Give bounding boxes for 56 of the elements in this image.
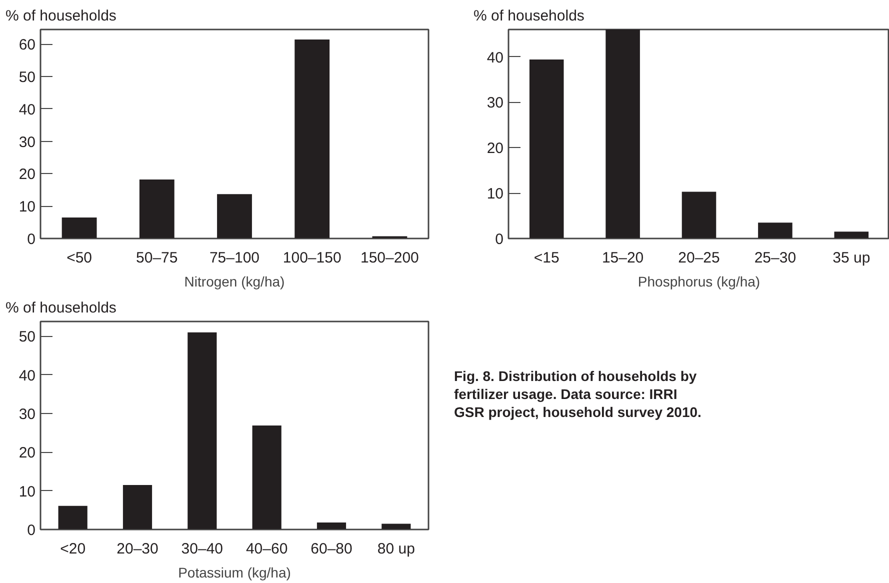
y-tick-label: 50 <box>18 68 36 86</box>
y-tick-label: 0 <box>27 231 36 248</box>
bar <box>529 59 564 238</box>
x-tick-label: <15 <box>534 250 560 266</box>
y-axis-title: % of households <box>6 300 116 316</box>
x-tick-label: 80 up <box>377 540 415 558</box>
caption: Fig. 8. Distribution of households by fertilizer usage. Data source: IRRI GSR project, household survey 2010. <box>454 367 702 422</box>
x-tick-label: <50 <box>66 250 92 266</box>
bar <box>62 217 97 238</box>
y-tick-label: 0 <box>495 231 504 248</box>
y-axis-title: % of households <box>474 8 584 24</box>
bar <box>139 180 174 238</box>
y-tick-label: 30 <box>18 134 36 151</box>
bar <box>217 194 252 238</box>
x-tick-label: 50–75 <box>136 250 178 266</box>
x-axis-title: Phosphorus (kg/ha) <box>638 274 760 290</box>
y-tick-label: 20 <box>486 140 504 158</box>
x-tick-label: <20 <box>60 540 86 558</box>
bar <box>188 332 217 530</box>
x-tick-label: 150–200 <box>360 250 419 266</box>
y-tick-label: 20 <box>18 166 36 184</box>
bar <box>606 30 640 238</box>
x-tick-label: 40–60 <box>246 540 288 558</box>
y-tick-label: 0 <box>27 522 36 539</box>
bar <box>834 232 869 238</box>
bar <box>682 192 716 238</box>
y-tick-label: 10 <box>18 483 36 500</box>
y-tick-label: 20 <box>18 444 36 462</box>
y-tick-label: 10 <box>486 186 504 203</box>
y-axis-title: % of households <box>6 8 116 24</box>
x-axis-title: Nitrogen (kg/ha) <box>184 274 285 290</box>
y-tick-label: 40 <box>18 101 36 118</box>
x-tick-label: 20–25 <box>678 250 720 266</box>
x-tick-label: 30–40 <box>181 540 224 558</box>
bar <box>58 506 88 530</box>
y-tick-label: 60 <box>18 36 36 54</box>
x-axis-title: Potassium (kg/ha) <box>178 564 291 580</box>
x-tick-label: 60–80 <box>310 540 352 558</box>
bar <box>294 40 330 238</box>
x-tick-label: 25–30 <box>754 250 796 266</box>
bar <box>758 222 792 238</box>
x-tick-label: 75–100 <box>209 250 260 266</box>
x-tick-label: 100–150 <box>282 250 342 266</box>
y-tick-label: 30 <box>18 406 36 424</box>
y-tick-label: 40 <box>18 367 36 384</box>
bar <box>122 485 152 530</box>
bar <box>316 522 346 530</box>
y-tick-label: 30 <box>486 94 504 112</box>
x-tick-label: 35 up <box>832 250 870 266</box>
bar <box>382 524 411 530</box>
y-tick-label: 10 <box>18 198 36 216</box>
x-tick-label: 15–20 <box>602 250 644 266</box>
y-tick-label: 50 <box>18 328 36 346</box>
bar <box>252 426 282 530</box>
x-tick-label: 20–30 <box>116 540 158 558</box>
y-tick-label: 40 <box>486 49 504 66</box>
